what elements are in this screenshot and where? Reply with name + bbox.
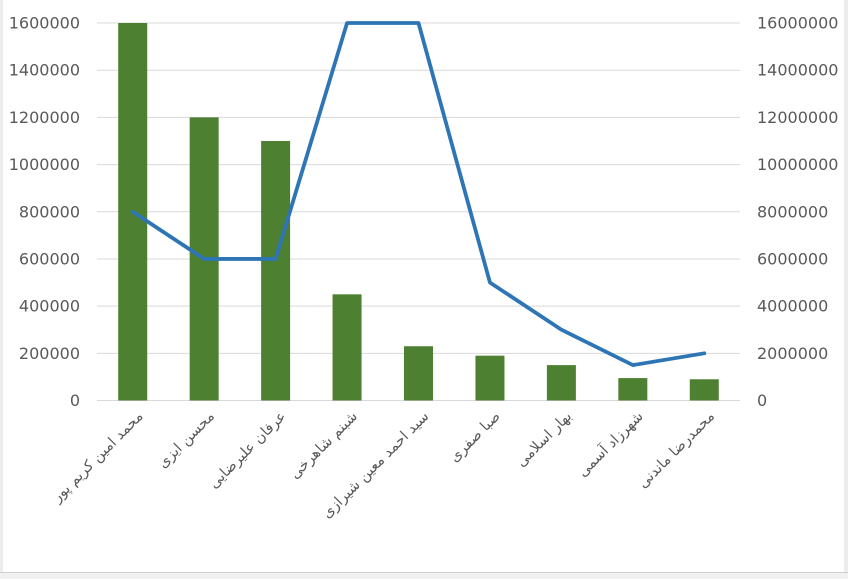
bar[interactable] (618, 378, 648, 401)
y-axis-right-tick-label: 6000000 (757, 249, 828, 268)
y-axis-right-tick-label: 0 (757, 391, 767, 410)
x-axis-category-label: محمدرضا ماندنی (635, 409, 718, 492)
y-axis-right-tick-label: 12000000 (757, 108, 838, 127)
y-axis-left-tick-label: 800000 (19, 202, 80, 221)
bar[interactable] (475, 355, 505, 401)
chart-bottom-border (0, 572, 848, 573)
x-axis-category-label: صبا صفری (447, 409, 504, 466)
y-axis-left-tick-label: 200000 (19, 344, 80, 363)
x-axis-category-label: شهرزاد آسمی (573, 407, 646, 480)
bar[interactable] (546, 365, 576, 401)
x-axis-category-label: عرفان علیرضایی (206, 409, 289, 492)
y-axis-right-tick-label: 14000000 (757, 61, 838, 80)
canvas-edge-right (844, 0, 848, 572)
line-series[interactable] (130, 21, 707, 368)
x-axis-category-label: محسن ایزی (155, 409, 218, 472)
bar[interactable] (261, 140, 291, 401)
y-axis-right-tick-label: 2000000 (757, 344, 828, 363)
bar[interactable] (689, 379, 719, 401)
y-axis-left-tick-label: 600000 (19, 249, 80, 268)
y-axis-left-tick-label: 400000 (19, 297, 80, 316)
x-axis-category-label: شبنم شاهرخی (287, 409, 361, 483)
canvas-edge-left (0, 0, 3, 572)
x-axis-category-label: بهار اسلامی (513, 409, 575, 471)
bar[interactable] (404, 346, 433, 401)
canvas-edge-bottom (0, 573, 848, 579)
y-axis-left-tick-label: 1000000 (9, 155, 80, 174)
y-axis-left-tick-label: 1200000 (9, 108, 80, 127)
x-axis-category-label: محمد امین کریم پور (49, 409, 147, 507)
y-axis-left-tick-label: 1600000 (9, 14, 80, 33)
y-axis-right-tick-label: 16000000 (757, 14, 838, 33)
y-axis-right-tick-label: 4000000 (757, 297, 828, 316)
bar[interactable] (332, 294, 362, 401)
y-axis-right-tick-label: 8000000 (757, 202, 828, 221)
y-axis-left-tick-label: 1400000 (9, 61, 80, 80)
y-axis-right-tick-label: 10000000 (757, 155, 838, 174)
y-axis-left-tick-label: 0 (70, 391, 80, 410)
